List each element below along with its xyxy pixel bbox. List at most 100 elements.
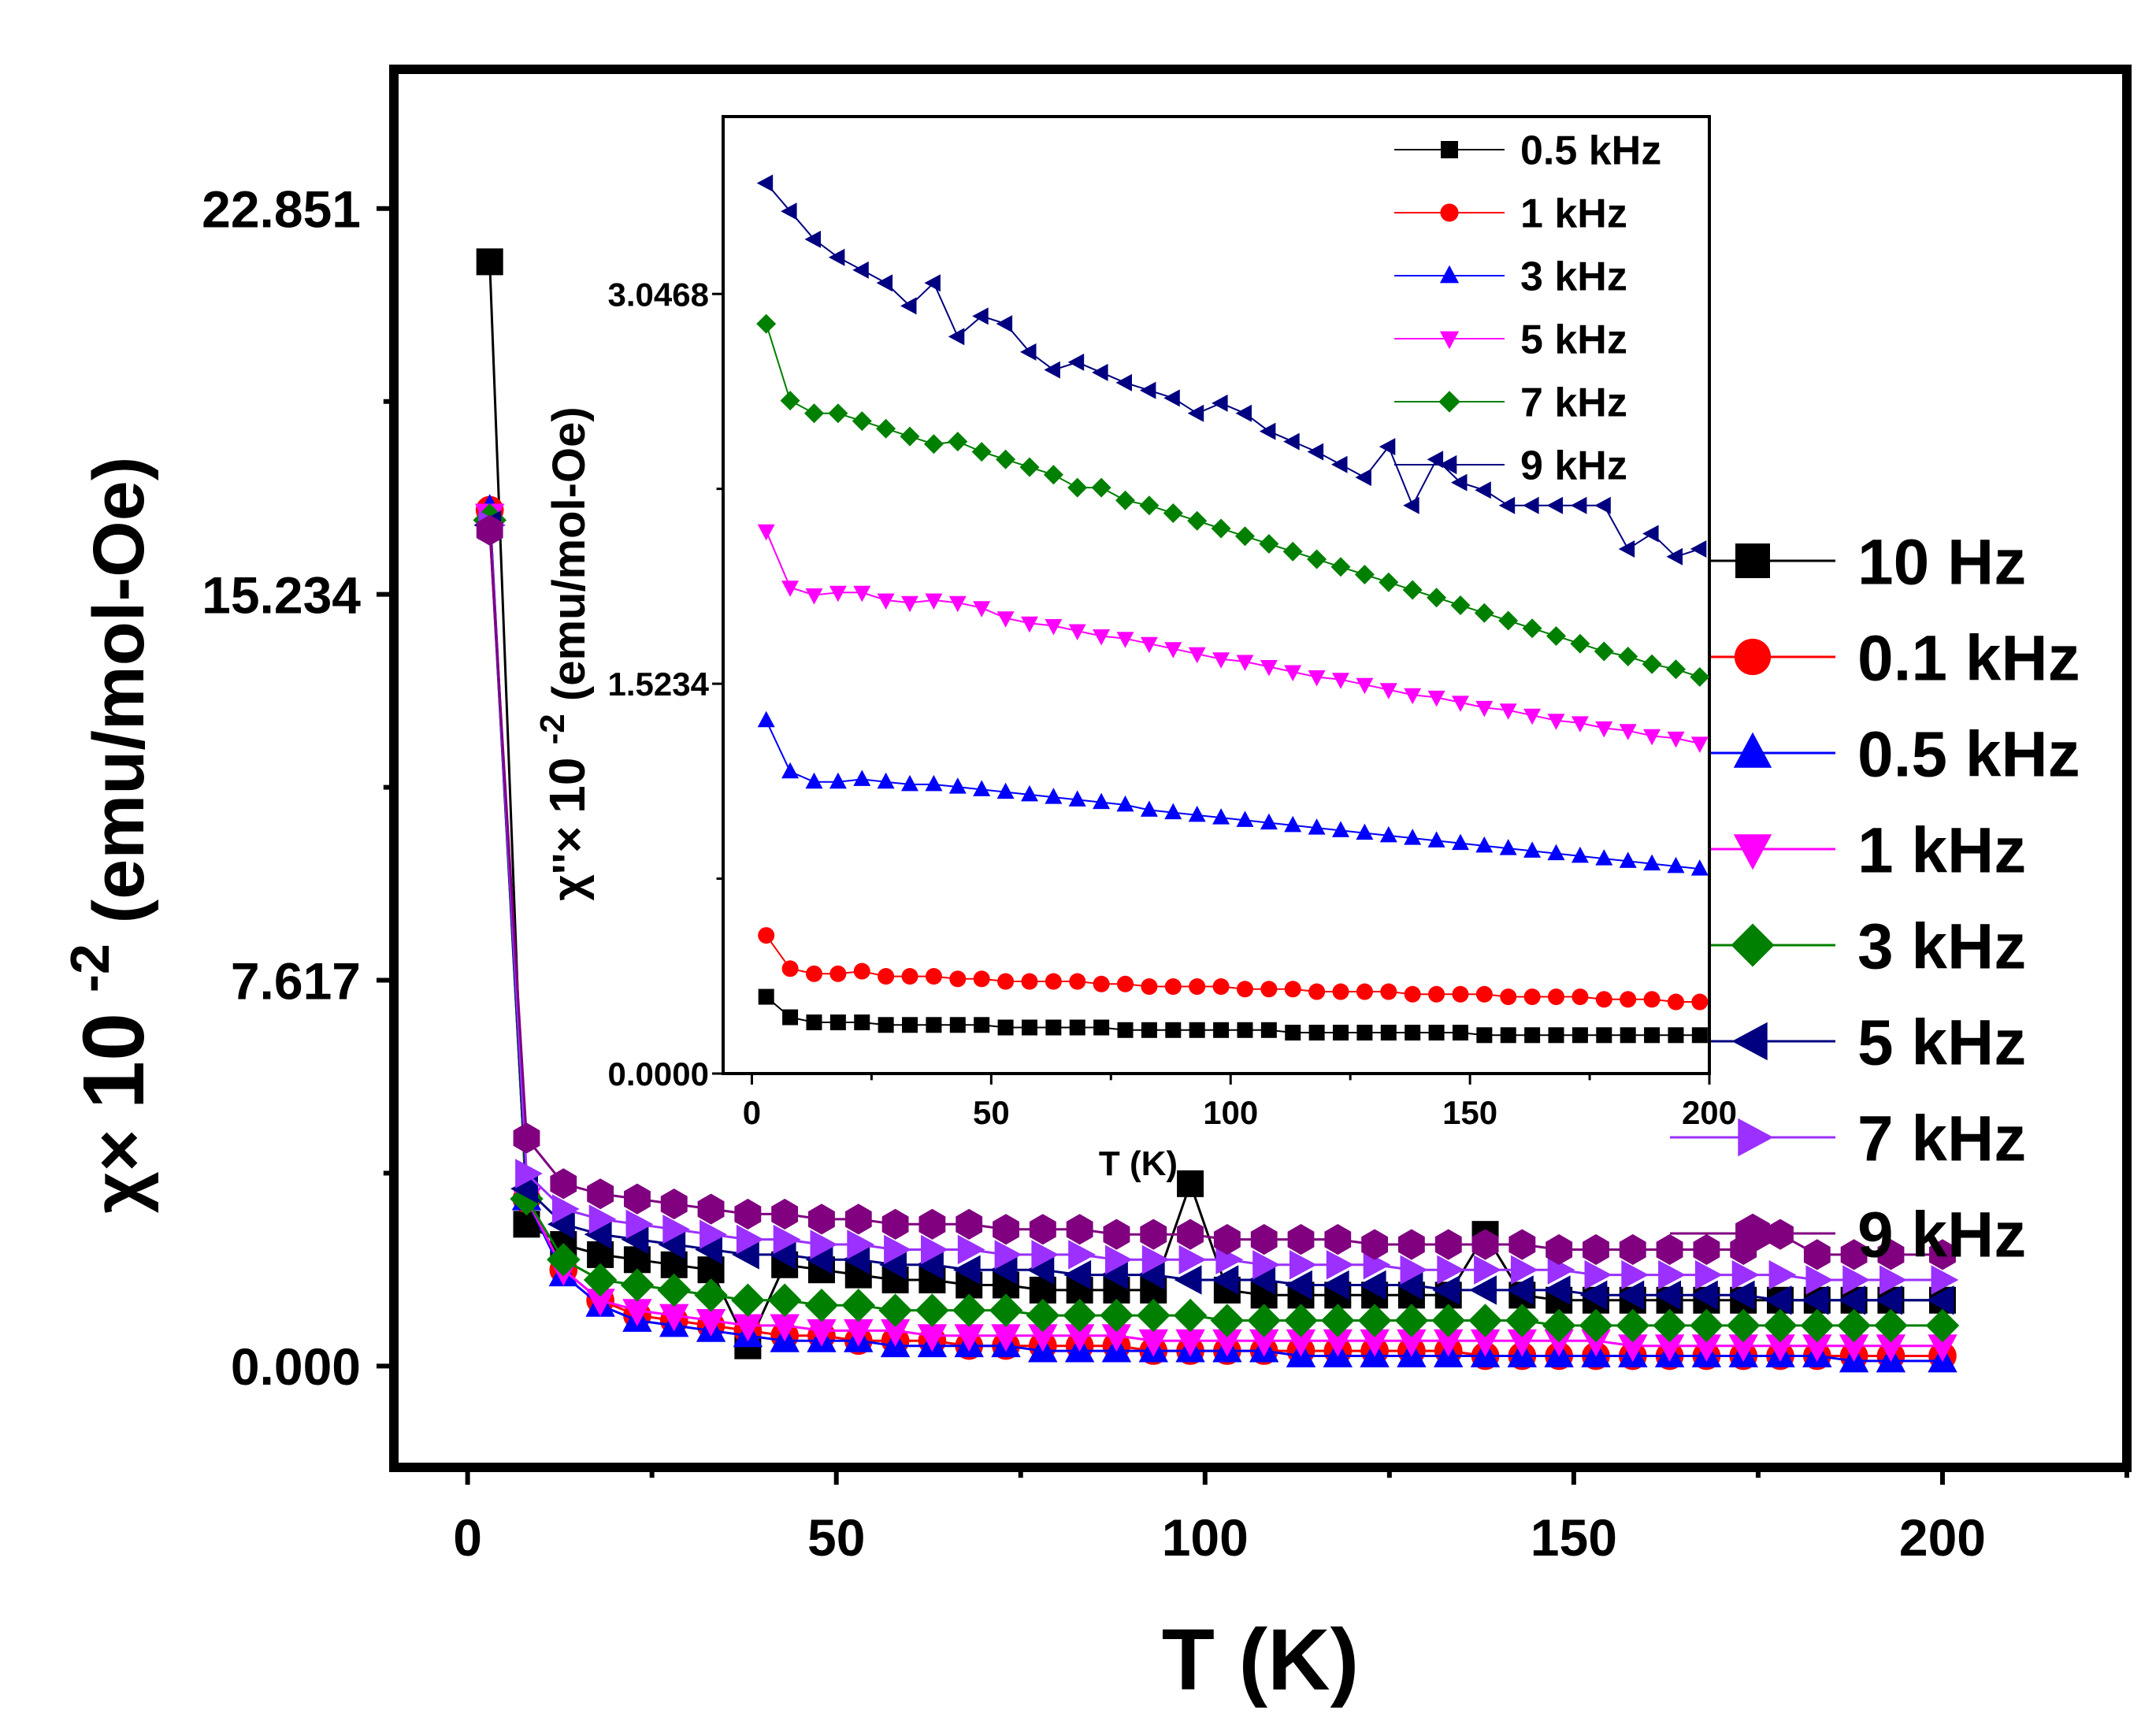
inset-data-point: [1571, 716, 1589, 733]
inset-data-point: [1044, 361, 1060, 379]
main-data-point: [771, 1198, 799, 1230]
inset-data-point: [757, 524, 775, 541]
main-data-point: [842, 1244, 870, 1274]
main-data-point: [551, 1194, 580, 1224]
main-data-point: [1357, 1304, 1392, 1337]
inset-data-point: [1164, 642, 1182, 658]
main-data-point: [1068, 1240, 1096, 1270]
inset-data-point: [1642, 654, 1662, 674]
inset-axes: 0 50 100 150 200 0.0000 1.5234 3.0468: [608, 276, 1738, 1131]
main-legend-marker: [1735, 1213, 1770, 1254]
inset-data-point: [1594, 496, 1611, 514]
main-data-point: [1505, 1304, 1539, 1337]
main-data-point: [994, 1240, 1022, 1270]
inset-y-axis-base: 10: [539, 758, 596, 814]
main-data-point: [1026, 1298, 1060, 1333]
inset-data-point: [1260, 981, 1278, 998]
inset-data-point: [877, 772, 895, 789]
inset-data-point: [1427, 451, 1444, 469]
main-legend-label: 7 kHz: [1857, 1103, 2026, 1175]
inset-series-line: [765, 720, 1700, 870]
inset-legend-label: 5 kHz: [1520, 317, 1627, 363]
main-data-point: [625, 1209, 654, 1239]
main-legend-marker: [1738, 1118, 1774, 1157]
inset-legend-marker: [1438, 454, 1457, 475]
inset-data-point: [996, 611, 1015, 628]
inset-series-3: [757, 524, 1709, 753]
inset-data-point: [997, 1019, 1014, 1036]
inset-data-point: [853, 585, 871, 603]
inset-data-point: [925, 593, 943, 610]
main-data-point: [736, 1224, 764, 1255]
inset-data-point: [877, 593, 895, 610]
inset-data-point: [1402, 580, 1423, 600]
inset-data-point: [1285, 1025, 1301, 1041]
inset-data-point: [1187, 510, 1208, 531]
inset-legend-entry: 9 kHz: [1394, 443, 1627, 489]
main-data-point: [807, 1319, 837, 1347]
inset-data-point: [1354, 565, 1375, 584]
inset-data-point: [1452, 1025, 1468, 1041]
main-data-point: [1929, 1239, 1956, 1270]
inset-series-line: [766, 996, 1700, 1037]
main-legend-marker: [1734, 638, 1772, 676]
main-data-point: [1925, 1308, 1960, 1343]
main-series: [473, 248, 1960, 1373]
inset-data-point: [1500, 988, 1517, 1006]
inset-data-point: [948, 777, 967, 794]
inset-legend-marker: [1438, 391, 1460, 413]
main-data-point: [1398, 1229, 1425, 1260]
inset-data-point: [1139, 381, 1156, 399]
main-data-point: [881, 1208, 909, 1240]
main-data-point: [1321, 1304, 1355, 1337]
inset-data-point: [1236, 981, 1253, 998]
main-data-point: [991, 1324, 1021, 1352]
inset-legend-entry: 1 kHz: [1394, 191, 1627, 237]
inset-data-point: [901, 968, 918, 985]
inset-data-point: [1260, 813, 1278, 830]
inset-data-point: [1284, 981, 1301, 998]
main-data-point: [1468, 1304, 1502, 1337]
main-data-point: [731, 1283, 765, 1317]
inset-data-point: [1356, 983, 1373, 1000]
inset-data-point: [1308, 818, 1326, 835]
inset-data-point: [1690, 736, 1709, 753]
inset-data-point: [781, 580, 800, 597]
main-data-point: [584, 1219, 612, 1249]
main-data-point: [547, 1209, 575, 1239]
main-data-point: [1616, 1280, 1645, 1310]
inset-data-point: [1594, 641, 1614, 662]
inset-data-point: [1523, 988, 1541, 1006]
main-data-point: [547, 1243, 581, 1277]
main-data-point: [1616, 1308, 1649, 1343]
inset-data-point: [1450, 595, 1471, 615]
inset-data-point: [1380, 1025, 1397, 1041]
inset-series-4: [756, 313, 1710, 687]
inset-data-point: [780, 391, 800, 411]
main-series-line: [488, 530, 1943, 1256]
main-data-point: [1286, 1329, 1316, 1357]
main-data-point: [1028, 1324, 1058, 1352]
main-data-point: [733, 1314, 763, 1342]
inset-data-point: [1428, 985, 1445, 1003]
inset-data-point: [1355, 469, 1371, 487]
inset-data-point: [1356, 677, 1374, 695]
main-data-point: [1326, 1250, 1354, 1280]
inset-data-point: [1620, 1027, 1636, 1044]
main-data-point: [697, 1193, 725, 1225]
main-data-point: [1840, 1239, 1868, 1270]
main-data-point: [879, 1250, 907, 1280]
inset-data-point: [1115, 490, 1135, 510]
main-plot-frame: [389, 65, 2132, 1472]
inset-legend-marker: [1439, 331, 1460, 350]
main-data-point: [1138, 1329, 1168, 1357]
inset-data-point: [1045, 973, 1062, 990]
inset-legend-entry: 3 kHz: [1394, 254, 1627, 300]
main-data-point: [1248, 1265, 1276, 1295]
main-data-point: [1731, 1259, 1760, 1290]
main-data-point: [844, 1319, 874, 1347]
main-data-point: [696, 1309, 726, 1337]
main-data-point: [476, 248, 503, 276]
inset-data-point: [1452, 833, 1469, 851]
